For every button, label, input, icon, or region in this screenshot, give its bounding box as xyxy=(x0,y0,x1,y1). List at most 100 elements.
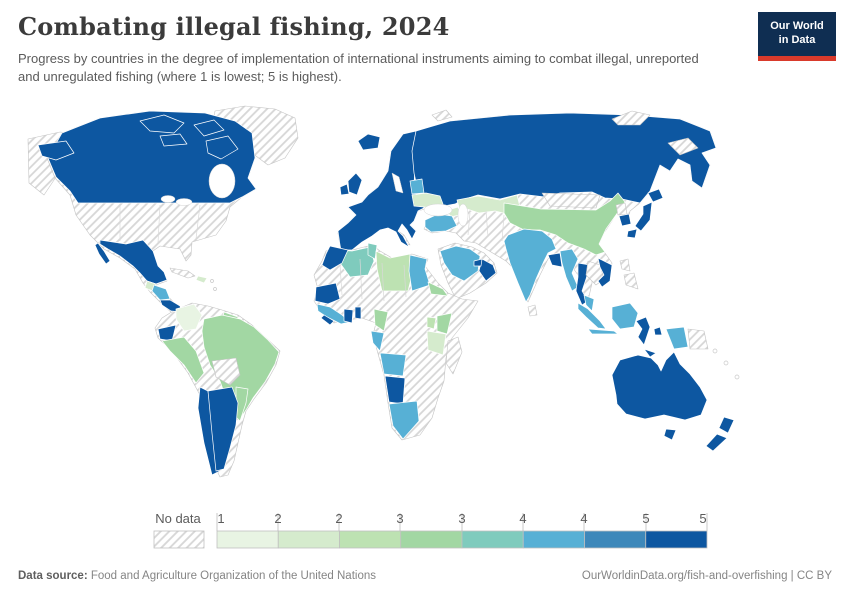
no-data-label: No data xyxy=(155,511,201,526)
great-lakes-west xyxy=(160,195,176,203)
country-cameroon[interactable] xyxy=(373,308,389,332)
legend-bin-1[interactable] xyxy=(216,530,279,549)
country-chukotka-fragment[interactable] xyxy=(37,140,75,161)
page-title: Combating illegal fishing, 2024 xyxy=(18,12,450,41)
legend-tick-label: 4 xyxy=(580,511,587,526)
country-ireland[interactable] xyxy=(339,183,350,196)
legend-tick-label: 2 xyxy=(335,511,342,526)
country-tasmania[interactable] xyxy=(663,428,677,441)
pacific-island-3 xyxy=(734,374,740,380)
pacific-island-1 xyxy=(712,348,718,354)
country-europe[interactable] xyxy=(337,130,425,251)
legend-tick-label: 2 xyxy=(274,511,281,526)
legend-tick-label: 1 xyxy=(217,511,224,526)
country-tunisia[interactable] xyxy=(367,242,378,260)
legend-bin-7[interactable] xyxy=(584,530,647,549)
legend-bin-8[interactable] xyxy=(645,530,708,549)
legend-tick-label: 4 xyxy=(519,511,526,526)
data-source-label: Data source: xyxy=(18,570,88,582)
legend-bin-5[interactable] xyxy=(461,530,524,549)
country-peru[interactable] xyxy=(161,336,205,384)
country-honduras-nicaragua[interactable] xyxy=(151,284,171,301)
owid-logo[interactable]: Our World in Data xyxy=(758,12,836,61)
country-brazil[interactable] xyxy=(201,314,280,420)
country-india[interactable] xyxy=(503,228,557,303)
country-gabon-congo[interactable] xyxy=(370,330,385,352)
country-japan[interactable] xyxy=(626,188,664,239)
legend-bin-3[interactable] xyxy=(339,530,402,549)
country-new-zealand[interactable] xyxy=(705,416,735,452)
legend-tick-label: 5 xyxy=(642,511,649,526)
country-mongolia[interactable] xyxy=(541,192,601,209)
country-malaysia-indonesia[interactable] xyxy=(577,294,639,335)
nodata-internal-borders xyxy=(119,204,505,302)
country-philippines[interactable] xyxy=(619,258,639,290)
country-oman[interactable] xyxy=(478,258,497,282)
country-bangladesh[interactable] xyxy=(547,252,563,268)
country-vietnam[interactable] xyxy=(597,257,613,288)
legend-svg: No data 1 2 2 3 3 4 4 5 5 xyxy=(153,511,708,549)
pacific-island-2 xyxy=(723,360,729,366)
country-svalbard[interactable] xyxy=(431,109,453,122)
antilles-island-2 xyxy=(213,287,217,291)
country-tanzania[interactable] xyxy=(426,330,447,356)
country-papua-new-guinea[interactable] xyxy=(687,328,709,350)
country-madagascar[interactable] xyxy=(445,336,463,375)
map-legend: No data 1 2 2 3 3 4 4 5 5 xyxy=(0,504,850,562)
country-colombia[interactable] xyxy=(175,303,203,332)
country-cuba[interactable] xyxy=(169,267,196,279)
country-uae[interactable] xyxy=(473,258,483,267)
owid-logo-line1: Our World xyxy=(770,20,824,32)
country-south-africa[interactable] xyxy=(388,400,420,440)
country-sri-lanka[interactable] xyxy=(527,304,538,317)
no-data-swatch[interactable] xyxy=(153,530,205,549)
country-russia[interactable] xyxy=(411,112,717,208)
country-south-korea[interactable] xyxy=(618,213,632,227)
owid-logo-line2: in Data xyxy=(778,34,816,47)
country-new-guinea-west[interactable] xyxy=(665,326,689,350)
legend-bin-6[interactable] xyxy=(522,530,585,549)
country-guinea-coast[interactable] xyxy=(316,303,351,325)
caspian-sea xyxy=(457,203,469,227)
legend-tick-label: 3 xyxy=(458,511,465,526)
header: Combating illegal fishing, 2024 Progress… xyxy=(18,12,720,87)
country-indonesia-east[interactable] xyxy=(635,316,663,358)
country-canada[interactable] xyxy=(47,110,257,204)
antilles-island xyxy=(210,279,214,283)
footer: Data source: Food and Agriculture Organi… xyxy=(18,570,832,582)
country-mauritania-senegal[interactable] xyxy=(314,282,341,305)
country-hispaniola[interactable] xyxy=(195,275,208,284)
legend-bin-2[interactable] xyxy=(277,530,340,549)
country-libya[interactable] xyxy=(375,250,413,292)
baltic-sea xyxy=(391,172,404,194)
country-kenya[interactable] xyxy=(436,312,453,335)
country-uk[interactable] xyxy=(347,172,363,196)
legend-bin-4[interactable] xyxy=(400,530,463,549)
country-ghana[interactable] xyxy=(343,308,354,324)
country-bolivia[interactable] xyxy=(211,357,241,386)
hudson-bay xyxy=(208,163,236,199)
country-benin-togo[interactable] xyxy=(354,306,362,320)
country-uganda[interactable] xyxy=(426,316,437,330)
legend-tick-label: 3 xyxy=(396,511,403,526)
legend-tick-label: 5 xyxy=(699,511,706,526)
footer-link[interactable]: OurWorldinData.org/fish-and-overfishing … xyxy=(581,570,832,582)
country-arctic-islands-b[interactable] xyxy=(667,137,699,156)
black-sea xyxy=(423,203,453,217)
country-morocco[interactable] xyxy=(321,245,349,271)
page-subtitle: Progress by countries in the degree of i… xyxy=(18,51,699,85)
country-north-korea[interactable] xyxy=(615,202,628,216)
data-source-text: Food and Agriculture Organization of the… xyxy=(87,570,376,582)
country-australia[interactable] xyxy=(611,351,708,421)
country-algeria[interactable] xyxy=(337,246,375,278)
world-map xyxy=(0,102,850,504)
country-liberia[interactable] xyxy=(320,314,335,326)
country-angola[interactable] xyxy=(379,352,407,377)
great-lakes-east xyxy=(175,198,193,206)
country-eritrea[interactable] xyxy=(427,281,449,297)
country-argentina[interactable] xyxy=(207,386,239,472)
country-saudi-arabia[interactable] xyxy=(439,245,481,282)
country-iceland[interactable] xyxy=(357,133,381,151)
country-belarus[interactable] xyxy=(409,178,425,195)
country-arctic-islands-a[interactable] xyxy=(611,110,651,126)
